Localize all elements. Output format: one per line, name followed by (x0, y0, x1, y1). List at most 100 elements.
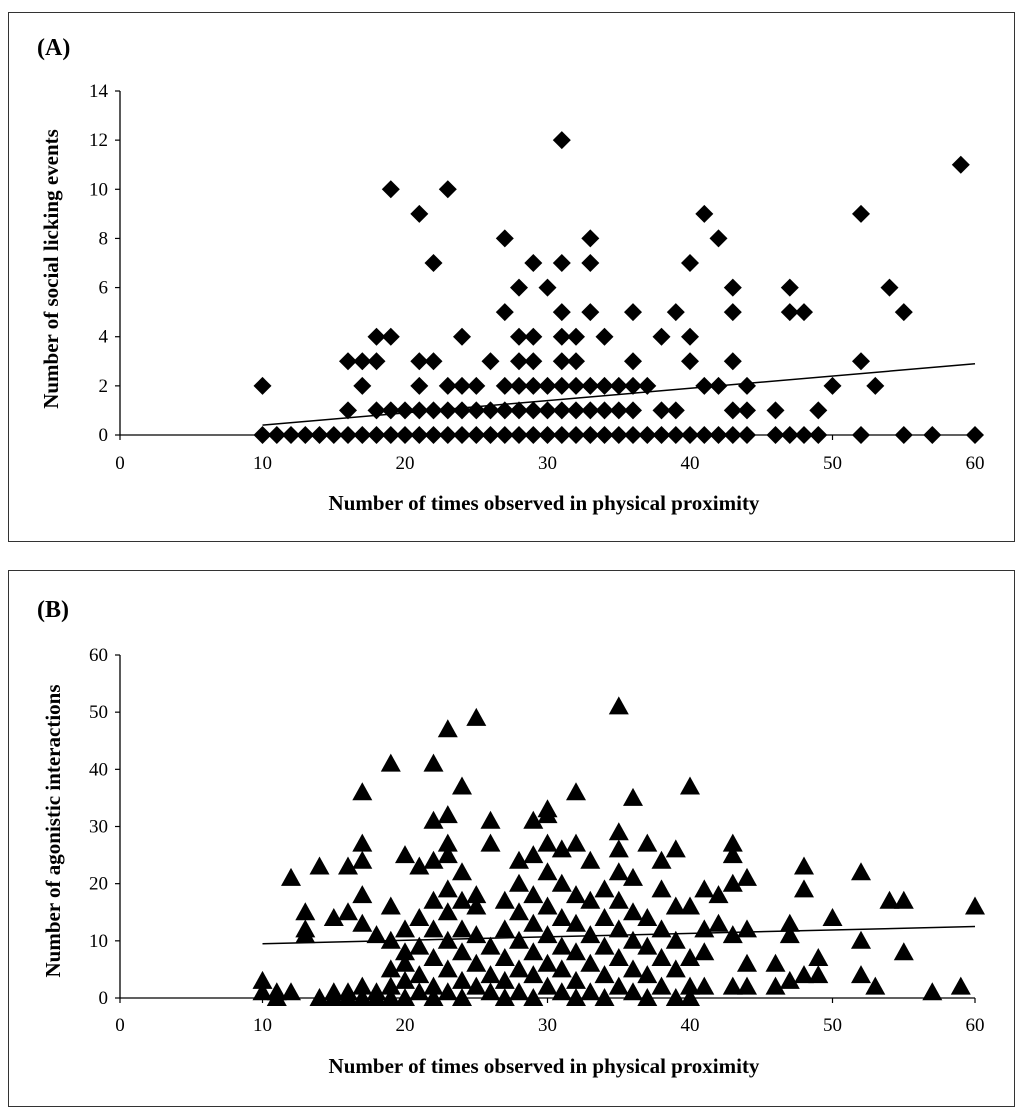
data-point-triangle (623, 787, 643, 806)
data-point-triangle (537, 862, 558, 881)
data-point-diamond (538, 426, 557, 444)
data-point-triangle (580, 850, 601, 869)
data-point-diamond (467, 426, 486, 444)
data-point-triangle (466, 953, 487, 972)
data-point-triangle (281, 982, 301, 1001)
data-point-diamond (894, 303, 913, 322)
x-tick-label: 0 (115, 1015, 125, 1036)
data-point-diamond (510, 352, 528, 371)
scatter-chart-b: (B) Number of times observed in physical… (37, 597, 985, 1078)
data-point-triangle (580, 925, 601, 944)
data-point-triangle (865, 976, 886, 995)
trend-line-b (262, 925, 976, 945)
data-point-triangle (879, 890, 900, 909)
data-point-triangle (452, 862, 472, 881)
data-point-triangle (509, 982, 529, 1001)
data-point-triangle (494, 919, 515, 938)
y-tick-label: 0 (99, 988, 109, 1009)
data-point-diamond (396, 401, 414, 420)
data-point-triangle (452, 919, 472, 938)
data-point-diamond (624, 426, 642, 444)
x-tick-label: 30 (538, 1015, 557, 1036)
data-point-diamond (795, 426, 813, 444)
data-point-triangle (409, 908, 430, 926)
data-point-triangle (665, 930, 686, 949)
data-point-diamond (495, 401, 514, 420)
data-point-diamond (339, 352, 357, 371)
data-point-triangle (722, 845, 743, 864)
data-point-triangle (651, 919, 672, 938)
data-point-diamond (567, 327, 585, 346)
data-point-triangle (423, 948, 444, 966)
data-point-diamond (581, 229, 600, 248)
data-point-triangle (523, 810, 544, 829)
data-point-diamond (567, 352, 585, 371)
data-point-triangle (352, 850, 373, 869)
data-point-triangle (794, 856, 814, 875)
data-point-triangle (594, 879, 615, 898)
data-point-triangle (537, 896, 558, 915)
data-point-diamond (552, 426, 571, 444)
data-point-diamond (267, 426, 286, 444)
data-point-triangle (537, 925, 558, 944)
data-point-triangle (680, 896, 700, 915)
data-point-triangle (851, 930, 871, 949)
data-point-triangle (566, 833, 586, 852)
data-point-diamond (552, 352, 571, 371)
x-tick-label: 10 (253, 1015, 272, 1036)
y-tick-label: 40 (89, 759, 108, 780)
data-point-triangle (494, 988, 515, 1006)
data-point-diamond (552, 401, 571, 420)
data-point-triangle (566, 913, 586, 932)
x-tick-label: 20 (396, 453, 415, 474)
data-point-diamond (695, 376, 714, 395)
data-point-triangle (523, 942, 544, 961)
data-point-diamond (880, 278, 899, 297)
data-point-diamond (809, 401, 828, 420)
scatter-chart-a: (A) Number of times observed in physical… (37, 35, 985, 515)
data-point-triangle (794, 879, 814, 898)
data-point-triangle (409, 936, 430, 955)
data-point-triangle (566, 988, 586, 1006)
data-point-triangle (452, 890, 472, 909)
x-tick-label: 40 (681, 1015, 700, 1036)
data-point-triangle (423, 988, 444, 1006)
data-point-diamond (510, 426, 528, 444)
data-point-diamond (424, 254, 443, 272)
data-point-diamond (339, 401, 357, 420)
data-point-diamond (795, 303, 813, 322)
data-point-triangle (395, 919, 415, 938)
x-tick-label: 30 (538, 453, 557, 474)
data-point-diamond (495, 303, 514, 322)
data-point-triangle (380, 753, 401, 772)
data-point-diamond (595, 327, 614, 346)
data-point-triangle (694, 879, 715, 898)
data-point-triangle (537, 799, 558, 818)
data-point-diamond (538, 376, 557, 395)
data-point-triangle (651, 850, 672, 869)
data-point-triangle (722, 976, 743, 995)
data-point-triangle (651, 976, 672, 995)
data-point-diamond (353, 426, 372, 444)
y-tick-label: 0 (99, 425, 109, 446)
data-point-diamond (310, 426, 329, 444)
data-point-triangle (409, 982, 430, 1001)
data-point-diamond (595, 376, 614, 395)
data-point-triangle (466, 707, 487, 726)
data-point-triangle (808, 948, 829, 966)
data-point-triangle (779, 970, 800, 989)
data-point-diamond (624, 401, 642, 420)
data-point-diamond (966, 426, 984, 444)
data-point-triangle (608, 839, 629, 858)
data-point-diamond (852, 204, 870, 223)
x-tick-label: 60 (966, 453, 985, 474)
data-point-triangle (380, 896, 401, 915)
data-point-diamond (695, 204, 714, 223)
x-tick-label: 20 (396, 1015, 415, 1036)
data-point-triangle (623, 959, 643, 978)
data-point-diamond (552, 131, 571, 150)
data-point-diamond (453, 401, 471, 420)
data-point-triangle (494, 948, 515, 966)
data-point-diamond (738, 426, 756, 444)
data-point-diamond (552, 303, 571, 322)
